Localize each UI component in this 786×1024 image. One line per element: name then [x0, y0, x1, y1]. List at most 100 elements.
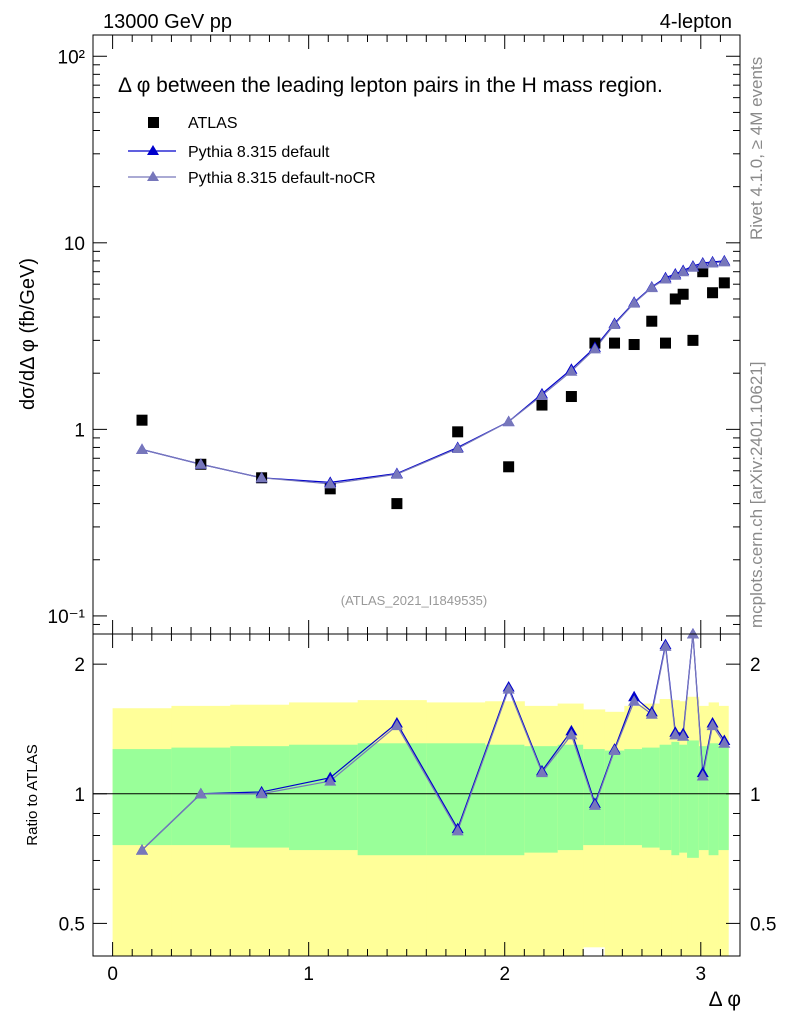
atlas-data-point — [503, 461, 515, 473]
mc-point-series-2 — [194, 458, 207, 469]
atlas-data-point — [536, 399, 548, 411]
main-y-tick-label: 1 — [74, 420, 85, 441]
energy-label: 13000 GeV pp — [103, 11, 232, 33]
main-series-line-1 — [141, 260, 725, 483]
inner-uncertainty-band — [659, 744, 672, 851]
mc-point-series-2 — [255, 471, 268, 483]
main-y-axis-label: dσ/dΔ φ (fb/GeV) — [17, 258, 39, 410]
mc-point-series-2 — [628, 297, 641, 308]
mc-point-series-2 — [718, 255, 731, 267]
ratio-point-series-1 — [535, 766, 548, 778]
ratio-y-tick-label: 1 — [74, 785, 85, 806]
main-y-tick-label: 10² — [58, 47, 85, 68]
inner-uncertainty-band — [485, 744, 525, 856]
inner-uncertainty-band — [604, 750, 625, 846]
ratio-point-series-1 — [677, 730, 690, 741]
atlas-data-point — [697, 266, 709, 278]
mc-point-series-2 — [136, 443, 149, 454]
legend-nocr-marker — [147, 171, 159, 181]
inner-uncertainty-band — [679, 744, 688, 853]
mc-point-series-2 — [706, 256, 719, 268]
ratio-point-series-1 — [565, 728, 578, 740]
mc-point-series-2 — [686, 261, 699, 272]
ratio-point-series-1 — [451, 824, 464, 836]
inner-uncertainty-band — [583, 749, 606, 846]
ratio-point-series-1 — [706, 719, 719, 731]
ratio-panel-frame — [92, 633, 741, 957]
inner-uncertainty-band — [687, 740, 700, 858]
atlas-data-point — [669, 293, 681, 305]
mc-point-series-2 — [451, 442, 464, 453]
x-tick-label: 0 — [107, 964, 118, 985]
ratio-point-series-1 — [194, 787, 207, 799]
legend-atlas-label: ATLAS — [188, 115, 238, 132]
ratio-point-series-1 — [696, 769, 709, 781]
ratio-panel-marks — [93, 628, 740, 855]
mc-point-series-2 — [588, 342, 601, 354]
atlas-data-point — [628, 339, 640, 351]
ratio-point-series-1 — [136, 844, 149, 855]
main-axes: 10⁻¹ 1 10 10² — [48, 35, 740, 635]
ratio-point-series-1 — [324, 775, 337, 786]
ratio-bands — [112, 696, 729, 956]
mc-point-series-2 — [324, 477, 337, 489]
inner-uncertainty-band — [671, 741, 680, 856]
mc-point-series-2 — [390, 468, 403, 479]
mc-point-series-2 — [659, 272, 672, 284]
mc-point-series-2 — [696, 257, 709, 269]
ratio-y-tick-label-right: 2 — [750, 655, 761, 676]
atlas-data-point — [136, 414, 148, 426]
mc-point-series-2 — [645, 281, 658, 293]
inner-uncertainty-band — [289, 744, 359, 851]
legend-default-marker — [147, 145, 159, 155]
atlas-data-point — [452, 426, 464, 438]
ratio-point-series-1 — [390, 719, 403, 731]
mc-point-series-2 — [677, 265, 690, 277]
mc-point-series-2 — [565, 365, 578, 376]
plot-title: Δ φ between the leading lepton pairs in … — [118, 74, 663, 97]
inner-uncertainty-band — [624, 749, 643, 846]
x-tick-label: 3 — [695, 964, 706, 985]
inner-uncertainty-band — [698, 746, 710, 851]
inner-uncertainty-band — [524, 746, 559, 853]
ratio-point-series-1 — [628, 695, 641, 706]
inner-uncertainty-band — [357, 743, 427, 856]
mc-point-series-2 — [502, 415, 515, 427]
process-label: 4-lepton — [660, 11, 732, 33]
ratio-point-series-1 — [669, 728, 682, 740]
legend-nocr-label: Pythia 8.315 default-noCR — [188, 170, 376, 187]
atlas-data-point — [646, 315, 658, 327]
atlas-data-point — [609, 337, 621, 349]
inner-uncertainty-band — [112, 749, 172, 846]
ratio-point-series-1 — [608, 744, 621, 756]
ratio-y-tick-label: 2 — [74, 655, 85, 676]
analysis-tag: (ATLAS_2021_I1849535) — [341, 593, 487, 608]
x-tick-label: 1 — [303, 964, 314, 985]
ratio-y-axis-label: Ratio to ATLAS — [24, 744, 41, 845]
atlas-data-point — [659, 337, 671, 349]
ratio-point-series-1 — [645, 708, 658, 719]
ratio-point-series-1 — [255, 787, 268, 799]
legend: ATLAS Pythia 8.315 default Pythia 8.315 … — [128, 115, 376, 187]
atlas-data-point — [718, 277, 730, 289]
mc-point-series-2 — [669, 269, 682, 280]
ratio-point-series-1 — [502, 683, 515, 694]
inner-uncertainty-band — [426, 743, 486, 856]
main-panel-marks — [136, 254, 731, 510]
ratio-axes: 0.5 0.5 1 1 2 2 0 1 2 3 — [59, 634, 776, 985]
inner-uncertainty-band — [708, 743, 719, 856]
atlas-data-point — [677, 288, 689, 300]
legend-atlas-marker — [148, 117, 159, 128]
atlas-data-point — [391, 498, 403, 510]
rivet-version-label: Rivet 4.1.0, ≥ 4M events — [747, 57, 766, 240]
main-y-tick-label: 10 — [64, 234, 85, 255]
ratio-point-series-1 — [718, 737, 731, 748]
main-series-line-2 — [141, 261, 725, 485]
ratio-y-tick-label-right: 1 — [750, 785, 761, 806]
main-y-tick-label: 10⁻¹ — [48, 607, 86, 628]
ratio-y-tick-label: 0.5 — [59, 914, 85, 935]
inner-uncertainty-band — [718, 746, 729, 851]
legend-default-label: Pythia 8.315 default — [188, 144, 330, 161]
ratio-series-line-1 — [141, 633, 725, 851]
